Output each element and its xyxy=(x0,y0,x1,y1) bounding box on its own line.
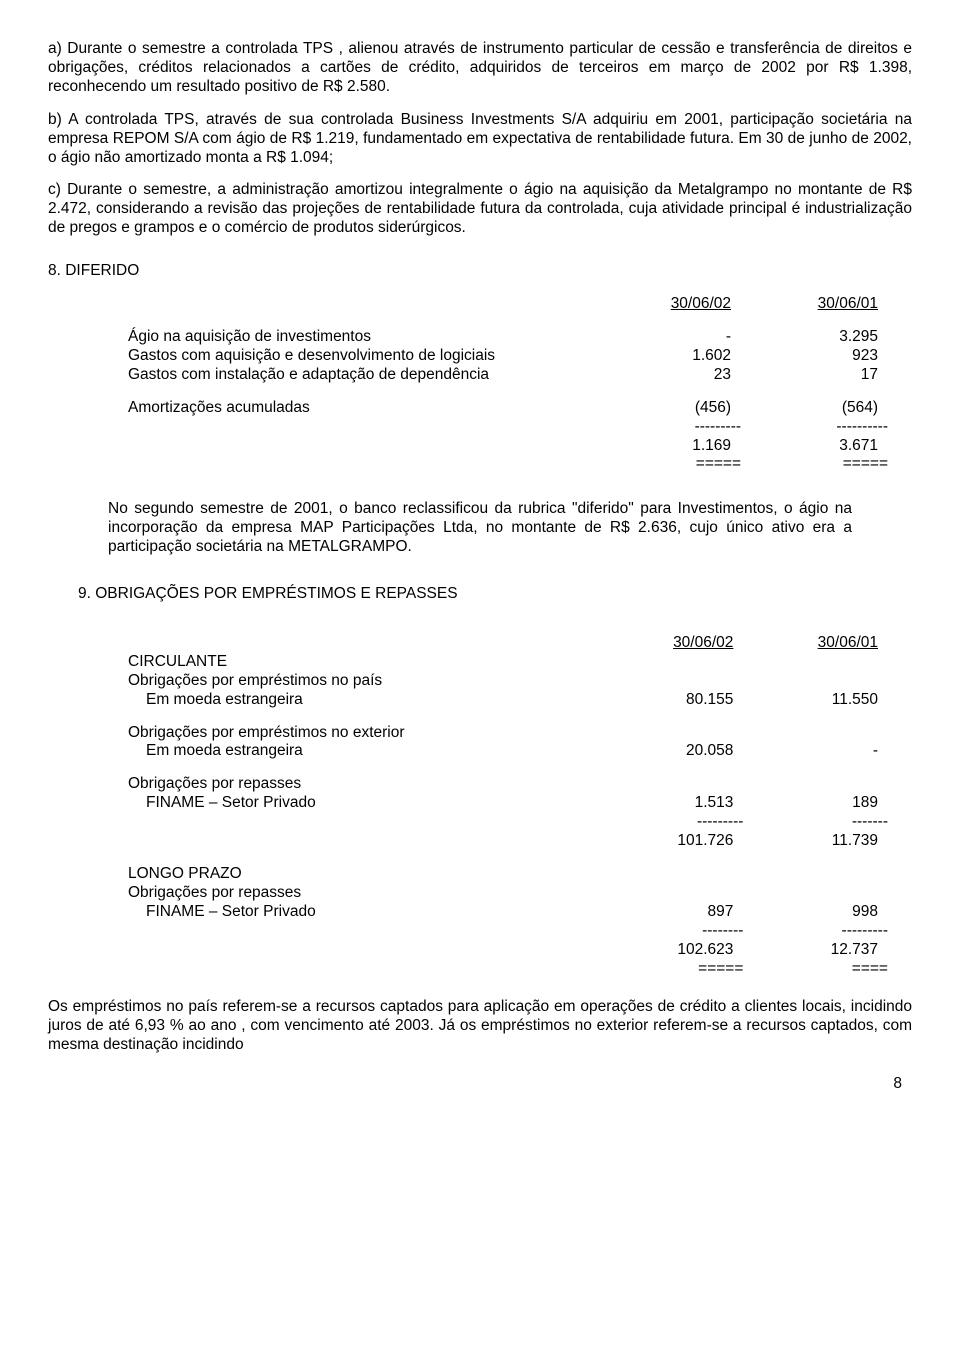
table-row: Obrigações por repasses xyxy=(128,884,888,903)
row-label: FINAME – Setor Privado xyxy=(128,903,599,922)
table-row-dash: --------- ------- xyxy=(128,813,888,832)
total-value: 12.737 xyxy=(743,941,888,960)
row-value: 1.602 xyxy=(594,347,741,366)
row-value: 1.513 xyxy=(599,794,744,813)
col-header-1: 30/06/02 xyxy=(599,634,744,653)
dash-cell: --------- xyxy=(599,813,744,832)
dash-cell: --------- xyxy=(594,418,741,437)
table-row: Gastos com instalação e adaptação de dep… xyxy=(128,366,888,385)
paragraph-b: b) A controlada TPS, através de sua cont… xyxy=(48,111,912,168)
row-value: 11.550 xyxy=(743,691,888,710)
total-value: 1.169 xyxy=(594,437,741,456)
row-label: LONGO PRAZO xyxy=(128,865,599,884)
col-header-1: 30/06/02 xyxy=(594,295,741,314)
row-label: Ágio na aquisição de investimentos xyxy=(128,328,594,347)
row-value: 923 xyxy=(741,347,888,366)
section-9-title: 9. OBRIGAÇÕES POR EMPRÉSTIMOS E REPASSES xyxy=(78,585,912,604)
row-value: - xyxy=(743,742,888,761)
table-row: FINAME – Setor Privado 1.513 189 xyxy=(128,794,888,813)
row-value: 3.295 xyxy=(741,328,888,347)
table-row: Gastos com aquisição e desenvolvimento d… xyxy=(128,347,888,366)
table-row-eq: ===== ===== xyxy=(128,455,888,474)
total-value: 3.671 xyxy=(741,437,888,456)
section-8-title: 8. DIFERIDO xyxy=(48,262,912,281)
row-value: 17 xyxy=(741,366,888,385)
row-value: - xyxy=(594,328,741,347)
row-value: 20.058 xyxy=(599,742,744,761)
table-row-total: 1.169 3.671 xyxy=(128,437,888,456)
dash-cell: --------- xyxy=(743,922,888,941)
table-row-dash: -------- --------- xyxy=(128,922,888,941)
table-row-eq: ===== ==== xyxy=(128,960,888,979)
eq-cell: ===== xyxy=(599,960,744,979)
eq-cell: ==== xyxy=(743,960,888,979)
paragraph-a: a) Durante o semestre a controlada TPS ,… xyxy=(48,40,912,97)
table-diferido: 30/06/02 30/06/01 Ágio na aquisição de i… xyxy=(128,295,888,474)
row-label: Em moeda estrangeira xyxy=(128,691,599,710)
bottom-paragraph: Os empréstimos no país referem-se a recu… xyxy=(48,998,912,1055)
subtotal-value: 101.726 xyxy=(599,832,744,851)
row-value: 189 xyxy=(743,794,888,813)
col-header-2: 30/06/01 xyxy=(743,634,888,653)
table-row: Ágio na aquisição de investimentos - 3.2… xyxy=(128,328,888,347)
table-row: Obrigações por empréstimos no país xyxy=(128,672,888,691)
row-label: Obrigações por empréstimos no exterior xyxy=(128,724,599,743)
row-label: CIRCULANTE xyxy=(128,653,599,672)
row-label: Obrigações por empréstimos no país xyxy=(128,672,599,691)
row-label: Gastos com aquisição e desenvolvimento d… xyxy=(128,347,594,366)
table-row-dash: --------- ---------- xyxy=(128,418,888,437)
dash-cell: ------- xyxy=(743,813,888,832)
row-label: Amortizações acumuladas xyxy=(128,399,594,418)
row-label: FINAME – Setor Privado xyxy=(128,794,599,813)
row-value: 23 xyxy=(594,366,741,385)
row-value: 998 xyxy=(743,903,888,922)
col-header-2: 30/06/01 xyxy=(741,295,888,314)
table-row-subtotal: 101.726 11.739 xyxy=(128,832,888,851)
row-label: Em moeda estrangeira xyxy=(128,742,599,761)
table-row: LONGO PRAZO xyxy=(128,865,888,884)
table-row: CIRCULANTE xyxy=(128,653,888,672)
row-value: (564) xyxy=(741,399,888,418)
table-row-total: 102.623 12.737 xyxy=(128,941,888,960)
table-obrigacoes: 30/06/02 30/06/01 CIRCULANTE Obrigações … xyxy=(128,634,888,979)
dash-cell: -------- xyxy=(599,922,744,941)
table-row: Em moeda estrangeira 80.155 11.550 xyxy=(128,691,888,710)
paragraph-c: c) Durante o semestre, a administração a… xyxy=(48,181,912,238)
section-8-note: No segundo semestre de 2001, o banco rec… xyxy=(108,500,852,557)
table-row: Em moeda estrangeira 20.058 - xyxy=(128,742,888,761)
row-label: Gastos com instalação e adaptação de dep… xyxy=(128,366,594,385)
page-number: 8 xyxy=(48,1075,912,1094)
row-label: Obrigações por repasses xyxy=(128,884,599,903)
table-row: FINAME – Setor Privado 897 998 xyxy=(128,903,888,922)
dash-cell: ---------- xyxy=(741,418,888,437)
row-value: 80.155 xyxy=(599,691,744,710)
row-label: Obrigações por repasses xyxy=(128,775,599,794)
row-value: (456) xyxy=(594,399,741,418)
subtotal-value: 11.739 xyxy=(743,832,888,851)
eq-cell: ===== xyxy=(594,455,741,474)
total-value: 102.623 xyxy=(599,941,744,960)
table-row: Amortizações acumuladas (456) (564) xyxy=(128,399,888,418)
table-row: Obrigações por empréstimos no exterior xyxy=(128,724,888,743)
table-row: Obrigações por repasses xyxy=(128,775,888,794)
row-value: 897 xyxy=(599,903,744,922)
eq-cell: ===== xyxy=(741,455,888,474)
